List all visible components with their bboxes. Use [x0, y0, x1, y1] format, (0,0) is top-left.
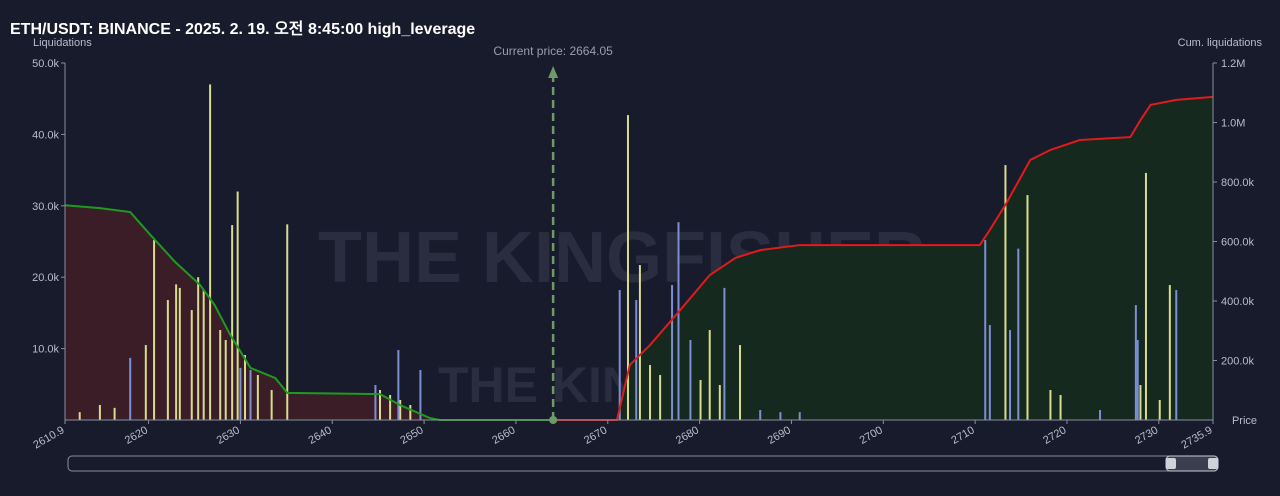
- x-axis-label: Price: [1232, 415, 1257, 427]
- bar: [618, 290, 621, 420]
- y2-tick-label: 1.2M: [1221, 58, 1245, 70]
- bar: [231, 225, 234, 420]
- bar: [1158, 400, 1161, 420]
- y2-tick-label: 400.0k: [1221, 296, 1255, 308]
- bar: [1175, 290, 1178, 420]
- cumulative-area: [65, 205, 554, 420]
- bar: [249, 370, 252, 420]
- bar: [166, 300, 169, 420]
- cumulative-area: [553, 96, 1213, 420]
- bar: [638, 265, 641, 420]
- bar: [626, 115, 629, 420]
- y2-tick-label: 600.0k: [1221, 237, 1255, 249]
- bar: [779, 412, 782, 420]
- bar: [659, 375, 662, 420]
- bar: [1136, 340, 1139, 420]
- bar: [389, 395, 392, 420]
- bar: [739, 345, 742, 420]
- bar: [98, 405, 101, 420]
- bar: [1134, 305, 1137, 420]
- bar: [723, 287, 726, 420]
- bar: [699, 380, 702, 420]
- bar: [270, 390, 273, 420]
- bar: [671, 285, 674, 420]
- bar: [798, 412, 801, 420]
- y-tick-label: 40.0k: [32, 129, 59, 141]
- bar: [1099, 410, 1102, 420]
- bar: [244, 355, 247, 420]
- y-tick-label: 10.0k: [32, 344, 59, 356]
- bar: [399, 400, 402, 420]
- bar: [78, 412, 81, 420]
- bar: [209, 84, 212, 421]
- cumulative-line: [64, 204, 554, 421]
- y2-axis-label: Cum. liquidations: [1178, 37, 1263, 49]
- current-price-dot: [549, 416, 558, 424]
- bar: [219, 330, 222, 420]
- bar: [379, 390, 382, 420]
- bar: [1059, 395, 1062, 420]
- scrollbar-grip[interactable]: [1166, 458, 1176, 469]
- bar: [649, 365, 652, 420]
- y2-tick-label: 1.0M: [1221, 118, 1245, 130]
- bar: [224, 340, 227, 420]
- bar: [197, 277, 200, 420]
- current-price-label: Current price: 2664.05: [493, 44, 613, 58]
- bar: [153, 240, 156, 420]
- bar: [1009, 330, 1012, 420]
- bar: [689, 340, 692, 420]
- chart-title: ETH/USDT: BINANCE - 2025. 2. 19. 오전 8:45…: [10, 20, 475, 38]
- bar: [178, 287, 181, 420]
- bar: [239, 367, 242, 420]
- y-axis-label: Liquidations: [33, 37, 92, 49]
- bar: [1139, 385, 1142, 420]
- y-tick-label: 50.0k: [32, 58, 59, 70]
- y2-tick-label: 800.0k: [1221, 177, 1255, 189]
- bar: [202, 290, 205, 420]
- scrollbar-grip[interactable]: [1208, 458, 1218, 469]
- bar: [129, 357, 132, 420]
- bar: [374, 385, 377, 420]
- bar: [175, 284, 178, 420]
- bar: [1017, 248, 1020, 420]
- bar: [397, 350, 400, 420]
- bar: [1004, 165, 1007, 420]
- bar: [677, 222, 680, 420]
- bar: [759, 410, 762, 420]
- bar: [190, 310, 193, 420]
- bar: [1049, 390, 1052, 420]
- bar: [988, 325, 991, 420]
- bar: [256, 375, 259, 420]
- current-price-arrow: [548, 66, 559, 78]
- bar: [419, 370, 422, 420]
- bar: [984, 240, 987, 420]
- bar: [286, 224, 289, 420]
- bar: [236, 191, 239, 420]
- bar: [1144, 172, 1147, 420]
- bar: [1026, 195, 1029, 420]
- cumulative-line: [553, 95, 1214, 421]
- bar: [409, 405, 412, 420]
- bar: [718, 385, 721, 420]
- bar: [144, 345, 147, 420]
- y2-tick-label: 200.0k: [1221, 356, 1255, 368]
- bar: [113, 407, 116, 420]
- y-tick-label: 20.0k: [32, 272, 59, 284]
- bar: [1168, 285, 1171, 420]
- bar: [708, 330, 711, 420]
- y-tick-label: 30.0k: [32, 201, 59, 213]
